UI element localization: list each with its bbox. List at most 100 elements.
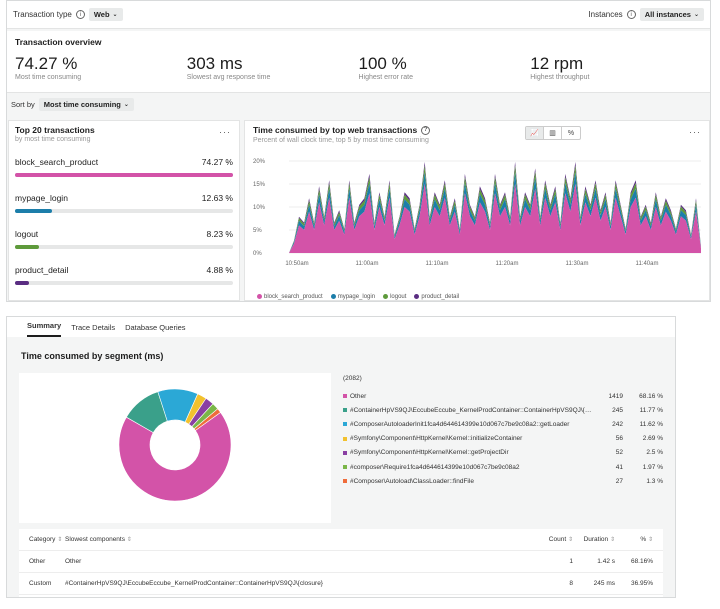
legend-label: product_detail	[421, 294, 460, 301]
legend-dot-icon	[257, 294, 262, 299]
tab-database-queries[interactable]: Database Queries	[125, 323, 186, 332]
table-cell: 245 ms	[593, 580, 615, 587]
legend-square-icon	[343, 422, 347, 427]
kpi-slowest-response: 303 ms Slowest avg response time	[186, 54, 271, 82]
segment-row[interactable]: #ContainerHpVS9QJ\EccubeEccube_KernelPro…	[343, 403, 663, 417]
kpi-throughput: 12 rpm Highest throughput	[530, 54, 590, 82]
transaction-percent: 74.27 %	[201, 157, 233, 167]
sort-icon: ⇕	[647, 537, 653, 543]
transaction-item[interactable]: mypage_login 12.63 %	[15, 193, 233, 213]
chevron-down-icon: ⌄	[693, 12, 699, 18]
transaction-percent: 8.23 %	[206, 229, 233, 239]
col-count[interactable]: Count ⇕	[548, 536, 573, 543]
segment-name: #Symfony\Component\HttpKernel\Kernel::ge…	[350, 449, 509, 457]
trace-details-panel: Summary Trace Details Database Queries T…	[6, 316, 676, 598]
transaction-name: mypage_login	[15, 193, 68, 203]
transaction-item[interactable]: logout 8.23 %	[15, 229, 233, 249]
x-tick-label: 11:40am	[636, 261, 659, 267]
percent-icon[interactable]: %	[567, 129, 575, 137]
donut-chart	[118, 388, 232, 502]
legend-dot-icon	[383, 294, 389, 299]
help-icon[interactable]: ?	[421, 125, 431, 135]
transaction-percent: 4.88 %	[206, 265, 233, 275]
transaction-percent: 12.63 %	[201, 193, 233, 203]
table-row[interactable]: Custom #ContainerHpVS9QJ\EccubeEccube_Ker…	[19, 573, 663, 595]
segment-row[interactable]: Other 1419 68.16 %	[343, 389, 663, 403]
detail-tabs: Summary Trace Details Database Queries	[7, 317, 675, 337]
table-cell: 1.42 s	[597, 558, 615, 565]
tab-trace-details[interactable]: Trace Details	[71, 323, 116, 332]
bar-chart-icon[interactable]: ▥	[544, 127, 562, 139]
area-series-block_search_product	[289, 184, 701, 253]
x-tick-label: 10:50am	[285, 261, 308, 267]
col-slowest-components[interactable]: Slowest components ⇕	[65, 536, 132, 543]
more-menu-icon[interactable]: ···	[219, 127, 231, 137]
table-cell: Other	[29, 558, 46, 565]
progress-track	[15, 173, 233, 177]
segment-name: #composer\Require1fca4d644614399e10d067c…	[350, 463, 520, 471]
line-chart-icon[interactable]: 📈	[526, 127, 544, 139]
table-row[interactable]: Other Other 1 1.42 s 68.16%	[19, 551, 663, 573]
progress-track	[15, 209, 233, 213]
col-duration[interactable]: Duration ⇕	[583, 536, 615, 543]
top-transactions-title: Top 20 transactions	[15, 125, 95, 135]
segment-name: #Composer\Autoload\ClassLoader::findFile	[350, 477, 474, 485]
legend-dot-icon	[414, 294, 420, 299]
legend-item[interactable]: mypage_login	[330, 294, 376, 301]
info-icon[interactable]: i	[75, 10, 85, 19]
time-consumed-chart-card: Time consumed by top web transactions ? …	[244, 120, 710, 301]
segment-row[interactable]: #Symfony\Component\HttpKernel\Kernel::in…	[343, 432, 663, 446]
sort-dropdown[interactable]: Most time consuming ⌄	[38, 97, 134, 111]
sort-bar: Sort by Most time consuming ⌄	[7, 93, 710, 115]
chevron-down-icon: ⌄	[123, 101, 129, 108]
x-tick-label: 11:30am	[566, 261, 589, 267]
filter-bar: Transaction type i Web ⌄ Instances i All…	[7, 1, 710, 29]
table-cell: 8	[569, 580, 573, 587]
segments-table: Category ⇕ Slowest components ⇕ Count ⇕ …	[19, 529, 663, 597]
segment-name: #Symfony\Component\HttpKernel\Kernel::in…	[350, 435, 523, 443]
transaction-item[interactable]: product_detail 4.88 %	[15, 265, 233, 285]
segment-percent: 68.16 %	[639, 392, 663, 400]
top-transactions-card: Top 20 transactions by most time consumi…	[8, 120, 240, 301]
instances-label: Instances	[588, 10, 623, 19]
segment-count: 56	[615, 435, 623, 443]
segment-percent: 2.5 %	[646, 449, 663, 457]
transaction-type-dropdown[interactable]: Web ⌄	[88, 8, 123, 21]
col-percent[interactable]: % ⇕	[640, 536, 653, 543]
top-transactions-subtitle: by most time consuming	[15, 136, 91, 143]
segment-percent: 11.62 %	[639, 420, 663, 428]
legend-item[interactable]: block_search_product	[257, 294, 323, 300]
info-icon[interactable]: i	[626, 10, 636, 19]
y-tick-label: 0%	[253, 251, 262, 257]
overview-title: Transaction overview	[15, 37, 102, 47]
transaction-item[interactable]: block_search_product 74.27 %	[15, 157, 233, 177]
transaction-name: logout	[15, 229, 39, 239]
legend-square-icon	[343, 479, 347, 484]
legend-square-icon	[343, 450, 347, 455]
segment-row[interactable]: #Symfony\Component\HttpKernel\Kernel::ge…	[343, 446, 663, 460]
segment-name: #ContainerHpVS9QJ\EccubeEccube_KernelPro…	[350, 406, 593, 414]
segment-row[interactable]: #composer\Require1fca4d644614399e10d067c…	[343, 460, 663, 474]
segment-row[interactable]: #Composer\Autoload\ClassLoader::findFile…	[343, 474, 663, 488]
segment-row[interactable]: #ComposerAutoloaderInit1fca4d644614399e1…	[343, 417, 663, 431]
tab-summary[interactable]: Summary	[27, 321, 62, 337]
x-tick-label: 11:00am	[356, 261, 379, 267]
col-category[interactable]: Category ⇕	[29, 536, 63, 543]
donut-chart-box	[19, 373, 331, 523]
more-menu-icon[interactable]: ···	[689, 127, 701, 137]
legend-square-icon	[343, 394, 347, 399]
y-tick-label: 15%	[253, 182, 266, 188]
sort-icon: ⇕	[57, 537, 63, 543]
segment-percent: 11.77 %	[639, 406, 663, 414]
transactions-panel: Transaction type i Web ⌄ Instances i All…	[6, 0, 711, 302]
legend-item[interactable]: product_detail	[414, 294, 459, 300]
instances-dropdown[interactable]: All instances ⌄	[639, 8, 704, 21]
x-tick-label: 11:10am	[426, 261, 449, 267]
table-cell: Other	[65, 558, 82, 565]
sort-icon: ⇕	[126, 537, 132, 543]
area-chart: 0%5%10%15%20%⚠10:50am11:00am11:10am11:20…	[253, 159, 701, 267]
legend-square-icon	[343, 436, 347, 441]
legend-item[interactable]: logout	[383, 294, 406, 300]
segment-count: 27	[615, 477, 623, 485]
legend-label: mypage_login	[337, 294, 376, 301]
